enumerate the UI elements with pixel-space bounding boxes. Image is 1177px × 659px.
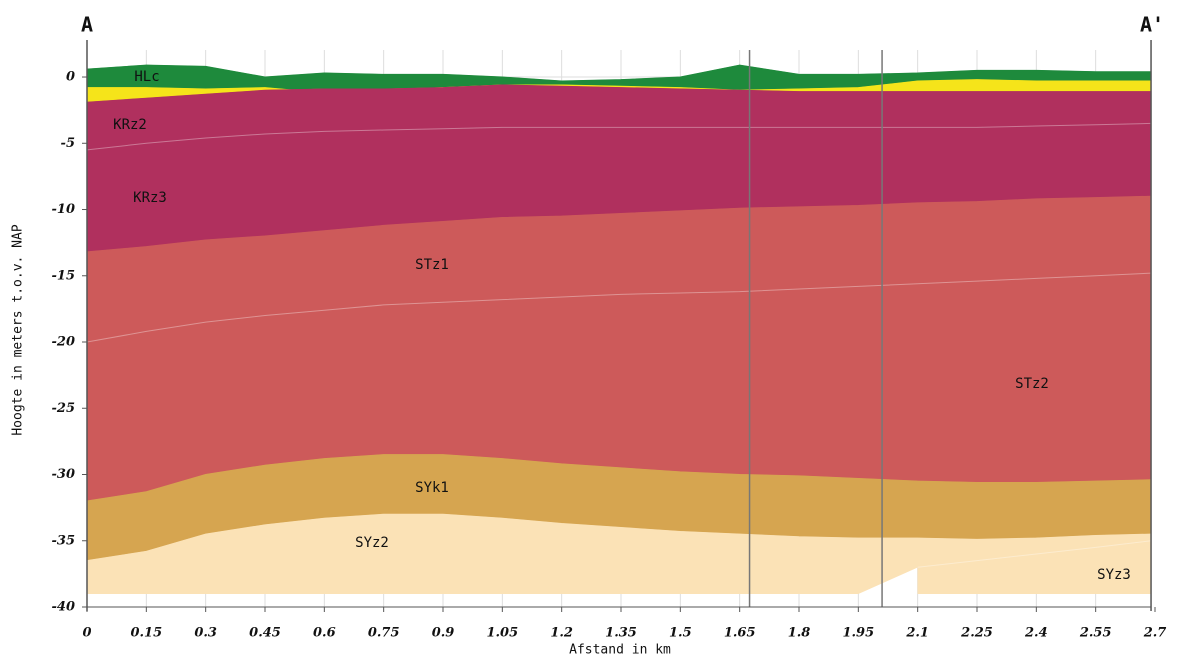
layer-label: STz1 <box>415 257 449 273</box>
y-tick-label: -15 <box>52 268 76 283</box>
layer-label: STz2 <box>1015 376 1049 392</box>
y-tick-label: -35 <box>52 533 76 548</box>
x-tick-label: 0.6 <box>313 626 336 641</box>
y-tick-label: -25 <box>52 401 76 416</box>
x-tick-label: 2.7 <box>1143 626 1167 641</box>
layer-label: KRz3 <box>133 190 167 206</box>
layer-label: SYz2 <box>355 535 389 551</box>
x-tick-label: 2.1 <box>905 626 929 641</box>
x-tick-label: 1.65 <box>724 626 756 641</box>
y-tick-label: -5 <box>61 136 75 151</box>
x-tick-label: 1.95 <box>842 626 874 641</box>
y-tick-label: -20 <box>52 335 76 350</box>
x-tick-label: 2.25 <box>960 626 993 641</box>
x-tick-label: 1.8 <box>788 626 811 641</box>
x-axis-label: Afstand in km <box>569 643 671 658</box>
x-tick-label: 1.05 <box>486 626 518 641</box>
x-tick-label: 1.5 <box>669 626 692 641</box>
section-end: A' <box>1140 13 1164 37</box>
x-tick-label: 1.35 <box>605 626 637 641</box>
x-tick-label: 1.2 <box>550 626 573 641</box>
y-axis-label: Hoogte in meters t.o.v. NAP <box>11 224 26 435</box>
x-tick-label: 2.4 <box>1024 626 1048 641</box>
x-tick-label: 0.15 <box>130 626 162 641</box>
layer-label: HLc <box>134 69 159 85</box>
x-tick-label: 0.9 <box>432 626 455 641</box>
y-tick-label: -30 <box>52 467 76 482</box>
layer-label: KRz2 <box>113 117 147 133</box>
y-tick-label: -40 <box>52 600 76 615</box>
x-tick-label: 0 <box>82 626 91 641</box>
x-tick-label: 0.45 <box>249 626 281 641</box>
y-tick-label: -10 <box>52 202 76 217</box>
layer-label: SYk1 <box>415 480 449 496</box>
x-tick-label: 0.3 <box>194 626 217 641</box>
x-tick-label: 0.75 <box>368 626 400 641</box>
layer-label: SYz3 <box>1097 567 1131 583</box>
x-tick-label: 2.55 <box>1079 626 1112 641</box>
chart: A A' Afstand in km Hoogte in meters t.o.… <box>0 0 1177 659</box>
y-tick-label: 0 <box>66 70 75 85</box>
section-start: A <box>81 13 93 37</box>
